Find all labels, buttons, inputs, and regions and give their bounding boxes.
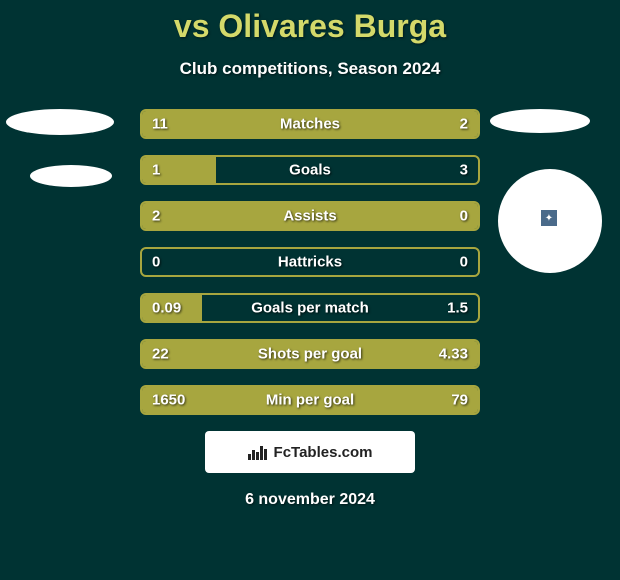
stat-left-value: 1 (152, 162, 160, 179)
footer-date: 6 november 2024 (0, 491, 620, 509)
stat-right-value: 2 (460, 116, 468, 133)
avatar-placeholder-1 (30, 165, 112, 187)
stat-left-value: 11 (152, 116, 168, 133)
stat-bar-assists: 2 Assists 0 (140, 201, 480, 231)
stat-left-value: 22 (152, 346, 169, 363)
avatar-placeholder-2 (490, 109, 590, 133)
bar-chart-icon (248, 444, 268, 460)
stat-left-value: 1650 (152, 392, 185, 409)
stat-bar-min-per-goal: 1650 Min per goal 79 (140, 385, 480, 415)
stat-bar-matches: 11 Matches 2 (140, 109, 480, 139)
stat-label: Hattricks (278, 254, 342, 271)
stat-bar-goals: 1 Goals 3 (140, 155, 480, 185)
team-badge-icon: ✦ (540, 209, 558, 227)
stat-right-value: 4.33 (439, 346, 468, 363)
stat-label: Goals per match (251, 300, 369, 317)
page-title: vs Olivares Burga (0, 0, 620, 45)
stat-right-value: 1.5 (447, 300, 468, 317)
avatar-placeholder-0 (6, 109, 114, 135)
stat-left-value: 2 (152, 208, 160, 225)
stat-left-value: 0 (152, 254, 160, 271)
stat-right-value: 3 (460, 162, 468, 179)
stat-row: 22 Shots per goal 4.33 (0, 339, 620, 369)
stat-left-value: 0.09 (152, 300, 181, 317)
stat-label: Shots per goal (258, 346, 362, 363)
stat-row: 1650 Min per goal 79 (0, 385, 620, 415)
stat-bar-hattricks: 0 Hattricks 0 (140, 247, 480, 277)
stat-right-value: 79 (451, 392, 468, 409)
stat-right-value: 0 (460, 254, 468, 271)
brand-text: FcTables.com (274, 444, 373, 461)
stat-label: Goals (289, 162, 331, 179)
stat-bar-shots-per-goal: 22 Shots per goal 4.33 (140, 339, 480, 369)
stat-label: Min per goal (266, 392, 354, 409)
stat-right-value: 0 (460, 208, 468, 225)
stat-label: Assists (283, 208, 336, 225)
comparison-chart: ✦ 11 Matches 2 1 Goals 3 2 Assists 0 0 Hattricks 0 0.… (0, 109, 620, 415)
brand-badge[interactable]: FcTables.com (205, 431, 415, 473)
stat-label: Matches (280, 116, 340, 133)
page-subtitle: Club competitions, Season 2024 (0, 59, 620, 79)
stat-bar-left-fill (142, 111, 404, 137)
stat-row: 0.09 Goals per match 1.5 (0, 293, 620, 323)
stat-bar-goals-per-match: 0.09 Goals per match 1.5 (140, 293, 480, 323)
